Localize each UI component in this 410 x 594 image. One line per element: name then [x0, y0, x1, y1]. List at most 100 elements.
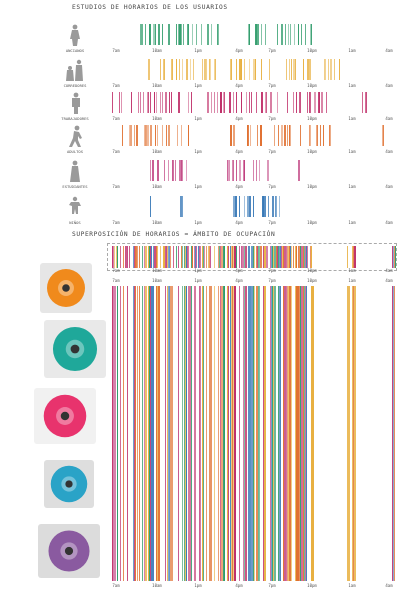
schedule-line: [264, 196, 266, 217]
overlap-detail-line: [139, 286, 140, 581]
overlap-line: [153, 246, 154, 268]
schedule-line: [257, 125, 258, 146]
overlap-tick-3: 4pm: [235, 268, 243, 273]
overlap-line: [232, 246, 233, 268]
schedule-line: [141, 24, 143, 45]
overlap-detail-line: [347, 286, 350, 581]
overlap-line: [239, 246, 240, 268]
overlap-line: [148, 246, 149, 268]
row3-tick-6: 1am: [348, 149, 356, 154]
schedule-line: [320, 125, 321, 146]
schedule-line: [233, 92, 234, 113]
user-figure-icon: [68, 160, 82, 186]
detail-bottom-tick-5: 10pm: [307, 583, 317, 588]
overlap-line: [311, 246, 312, 268]
overlap-line: [392, 246, 393, 268]
overlap-detail-line: [168, 286, 169, 581]
schedule-line: [324, 59, 325, 80]
row4-tick-6: 1am: [348, 184, 356, 189]
schedule-line: [211, 24, 212, 45]
overlap-detail-line: [259, 286, 260, 581]
detail-bottom-tick-6: 1am: [348, 583, 356, 588]
schedule-line: [179, 24, 181, 45]
overlap-line: [210, 246, 211, 268]
overlap-line: [199, 246, 200, 268]
overlap-line: [253, 246, 254, 268]
overlap-detail-line: [289, 286, 292, 581]
overlap-line: [127, 246, 128, 268]
schedule-line: [230, 59, 231, 80]
overlap-line: [394, 246, 395, 268]
schedule-line: [277, 92, 278, 113]
overlap-detail-line: [306, 286, 307, 581]
overlap-line: [154, 246, 156, 268]
schedule-line: [164, 59, 165, 80]
overlap-line: [236, 246, 237, 268]
overlap-detail-line: [248, 286, 252, 581]
overlap-line: [274, 246, 276, 268]
overlap-detail-line: [300, 286, 301, 581]
schedule-line: [156, 92, 157, 113]
schedule-line: [211, 92, 212, 113]
schedule-line: [239, 160, 241, 181]
overlap-line: [219, 246, 220, 268]
overlap-line: [191, 246, 192, 268]
schedule-line: [187, 24, 188, 45]
overlap-line: [214, 246, 215, 268]
schedule-line: [257, 24, 259, 45]
overlap-line: [133, 246, 134, 268]
overlap-detail-line: [394, 286, 395, 581]
schedule-strip: [112, 59, 396, 80]
schedule-line: [168, 160, 169, 181]
overlap-line: [228, 246, 229, 268]
row5-tick-2: 1pm: [194, 220, 202, 225]
overlap-line: [151, 246, 152, 268]
row5-tick-5: 10pm: [307, 220, 317, 225]
user-figure-icon: [68, 125, 84, 151]
overlap-line: [144, 246, 145, 268]
schedule-line: [244, 196, 245, 217]
schedule-line: [181, 24, 182, 45]
overlap-tick-1: 10am: [152, 268, 162, 273]
schedule-line: [309, 59, 311, 80]
schedule-line: [207, 92, 209, 113]
overlap-line: [266, 246, 268, 268]
schedule-line: [179, 59, 180, 80]
overlap-line: [289, 246, 290, 268]
schedule-line: [171, 92, 172, 113]
overlap-line: [224, 246, 225, 268]
schedule-line: [165, 92, 167, 113]
schedule-line: [193, 59, 194, 80]
schedule-line: [228, 160, 229, 181]
schedule-line: [277, 24, 278, 45]
overlap-line: [113, 246, 114, 268]
schedule-line: [210, 59, 211, 80]
schedule-line: [112, 92, 113, 113]
overlap-tick-4: 7pm: [268, 268, 276, 273]
overlap-line: [208, 246, 209, 268]
overlap-line: [134, 246, 135, 268]
schedule-line: [310, 24, 311, 45]
overlap-line: [203, 246, 204, 268]
overlap-strip: [112, 246, 396, 268]
schedule-line: [227, 160, 228, 181]
overlap-detail-line: [209, 286, 212, 581]
overlap-line: [300, 246, 301, 268]
overlap-tick-5: 10pm: [307, 268, 317, 273]
overlap-detail-line: [253, 286, 254, 581]
schedule-line: [214, 92, 215, 113]
schedule-line: [261, 59, 262, 80]
overlap-detail-line: [301, 286, 302, 581]
schedule-line: [290, 125, 291, 146]
overlap-detail-line: [223, 286, 224, 581]
row1-tick-7: 4am: [385, 83, 393, 88]
schedule-line: [255, 59, 256, 80]
overlap-line: [307, 246, 308, 268]
schedule-line: [233, 160, 234, 181]
overlap-detail-line: [278, 286, 279, 581]
schedule-line: [177, 125, 178, 146]
overlap-detail-line: [184, 286, 185, 581]
row4-tick-5: 10pm: [307, 184, 317, 189]
detail-top-tick-4: 7pm: [268, 278, 276, 283]
overlap-detail-line: [230, 286, 231, 581]
